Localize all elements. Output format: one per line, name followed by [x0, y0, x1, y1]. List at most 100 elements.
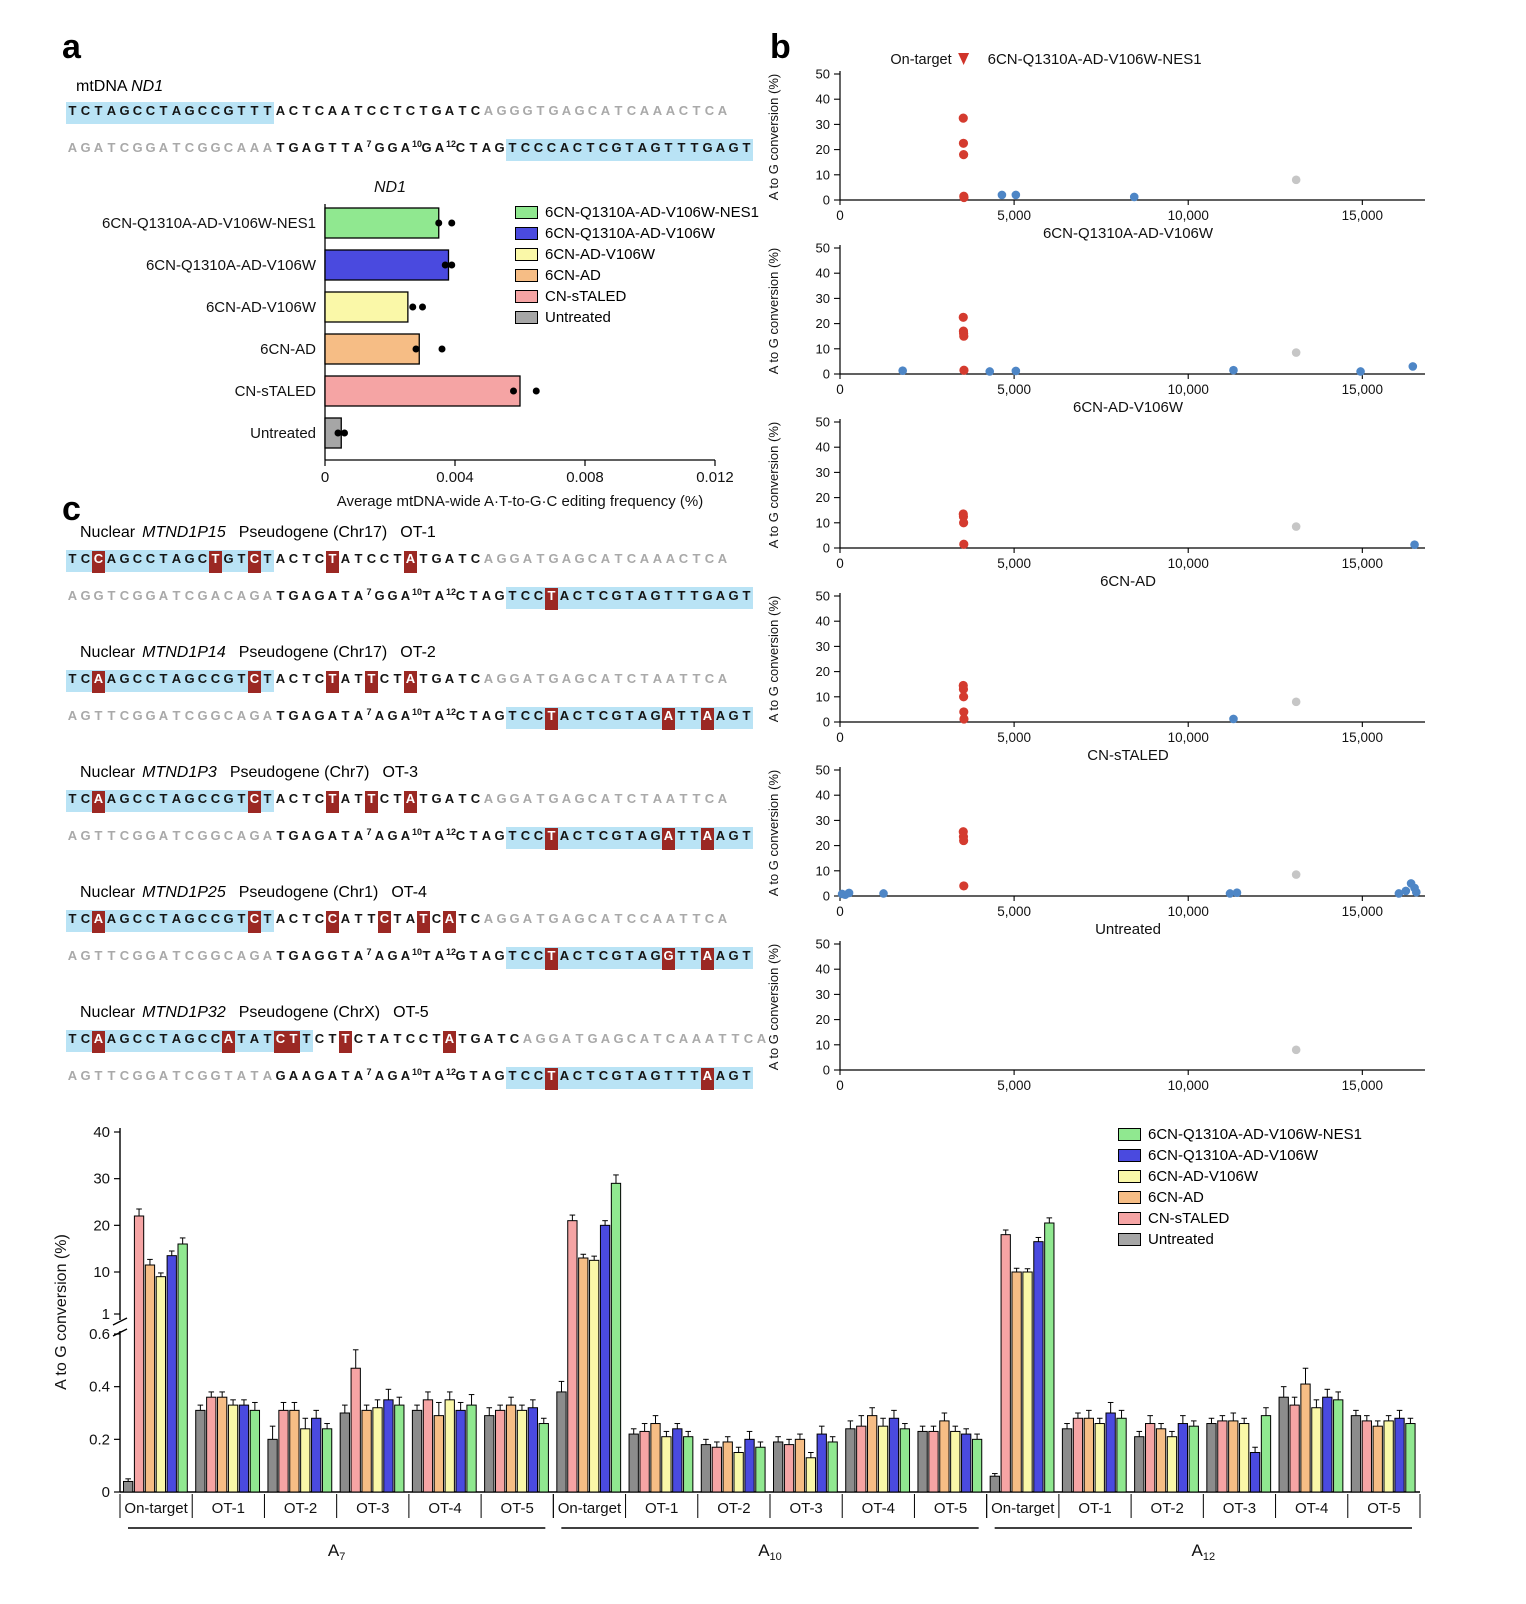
base: T — [469, 140, 478, 155]
base: T — [94, 828, 103, 843]
base: A — [600, 671, 611, 686]
base: T — [690, 948, 699, 963]
legend-entry: 6CN-AD-V106W — [1118, 1166, 1362, 1187]
mismatch-base: C — [248, 551, 261, 573]
seq-title-gene: ND1 — [131, 78, 164, 95]
base: T — [68, 1031, 77, 1046]
section-label: A10 — [758, 1541, 782, 1563]
base: A — [717, 791, 728, 806]
base: C — [431, 911, 442, 926]
sequence-subscript: 7 — [366, 587, 372, 597]
bar-6CN-Q1310A-AD-V106W-NES1 — [827, 1441, 838, 1493]
y-tick-label: 0.6 — [89, 1326, 110, 1343]
base: G — [288, 140, 299, 155]
base: A — [522, 1031, 533, 1046]
base: C — [572, 588, 583, 603]
bar-CN-sTALED — [1289, 1404, 1300, 1493]
y-tick-label: 30 — [816, 987, 830, 1002]
bar-CN-sTALED — [783, 1444, 795, 1493]
base: C — [546, 140, 557, 155]
bar-6CN-Q1310A-AD-V106W — [1105, 1412, 1116, 1493]
base: T — [677, 1068, 686, 1083]
base: G — [650, 1068, 661, 1083]
base: A — [665, 911, 676, 926]
legend-entry: 6CN-Q1310A-AD-V106W — [515, 223, 759, 244]
base: A — [717, 551, 728, 566]
bar-6CN-AD-V106W — [1022, 1271, 1033, 1493]
legend-bottom-chart: 6CN-Q1310A-AD-V106W-NES1 6CN-Q1310A-AD-V1… — [1118, 1124, 1362, 1250]
base: A — [559, 1068, 570, 1083]
base: A — [600, 103, 611, 118]
mismatch-base: C — [92, 551, 105, 573]
base: T — [354, 551, 363, 566]
base: A — [559, 140, 570, 155]
base: T — [263, 103, 272, 118]
base: A — [756, 1031, 767, 1046]
y-tick-label: 20 — [816, 838, 830, 853]
base: T — [107, 588, 116, 603]
bar-6CN-Q1310A-AD-V106W — [1033, 1241, 1044, 1493]
sequence-subscript: 12 — [446, 1067, 457, 1077]
base: T — [302, 911, 311, 926]
bar-6CN-AD-V106W — [1094, 1423, 1105, 1493]
y-tick-label: 30 — [816, 117, 830, 132]
base: G — [132, 588, 143, 603]
base: A — [717, 103, 728, 118]
base: T — [422, 828, 431, 843]
group-label: OT-1 — [645, 1500, 678, 1517]
legend-entry: 6CN-AD-V106W — [515, 244, 759, 265]
gene-prefix: Nuclear — [80, 884, 136, 901]
sequence-subscript: 7 — [366, 827, 372, 837]
base: A — [158, 708, 169, 723]
base: C — [80, 911, 91, 926]
base: T — [263, 551, 272, 566]
base: T — [354, 911, 363, 926]
base: T — [328, 140, 337, 155]
group-label: OT-3 — [789, 1500, 822, 1517]
base: T — [354, 791, 363, 806]
bar-Untreated — [556, 1391, 567, 1493]
sequence-line: A G T T C G G A T C G G C A G A T G A G A T A 7 A G A 10T A 12C T A G T C C… — [66, 827, 846, 850]
scatter-point — [1410, 540, 1419, 550]
base: A — [400, 948, 411, 963]
base: T — [341, 948, 350, 963]
base: T — [614, 103, 623, 118]
base: G — [374, 140, 385, 155]
base: A — [400, 1068, 411, 1083]
base: T — [677, 708, 686, 723]
base: G — [387, 708, 398, 723]
bar-6CN-AD — [1300, 1383, 1311, 1493]
sequence-subscript: 7 — [366, 139, 372, 149]
legend-label: Untreated — [1148, 1231, 1214, 1248]
x-tick-label: 5,000 — [997, 556, 1031, 571]
base: T — [419, 671, 428, 686]
bar-6CN-Q1310A-AD-V106W — [961, 1433, 972, 1493]
base: T — [458, 551, 467, 566]
y-tick-label: 20 — [816, 664, 830, 679]
base: A — [665, 671, 676, 686]
base: A — [158, 828, 169, 843]
base: A — [353, 588, 364, 603]
mismatch-base: G — [662, 948, 675, 970]
bar-Untreated — [123, 1480, 134, 1493]
base: C — [470, 103, 481, 118]
base: C — [533, 948, 544, 963]
base: A — [171, 551, 182, 566]
group-label: OT-5 — [1367, 1500, 1400, 1517]
base: C — [288, 551, 299, 566]
base: T — [742, 708, 751, 723]
sequence-subscript: 7 — [366, 1067, 372, 1077]
bar-6CN-AD — [1372, 1425, 1383, 1493]
bar-6CN-AD — [867, 1415, 878, 1493]
base: C — [455, 828, 466, 843]
base: G — [275, 1068, 286, 1083]
bar-CN-sTALED — [856, 1425, 867, 1493]
mismatch-base: A — [92, 1031, 105, 1053]
base: A — [715, 140, 726, 155]
